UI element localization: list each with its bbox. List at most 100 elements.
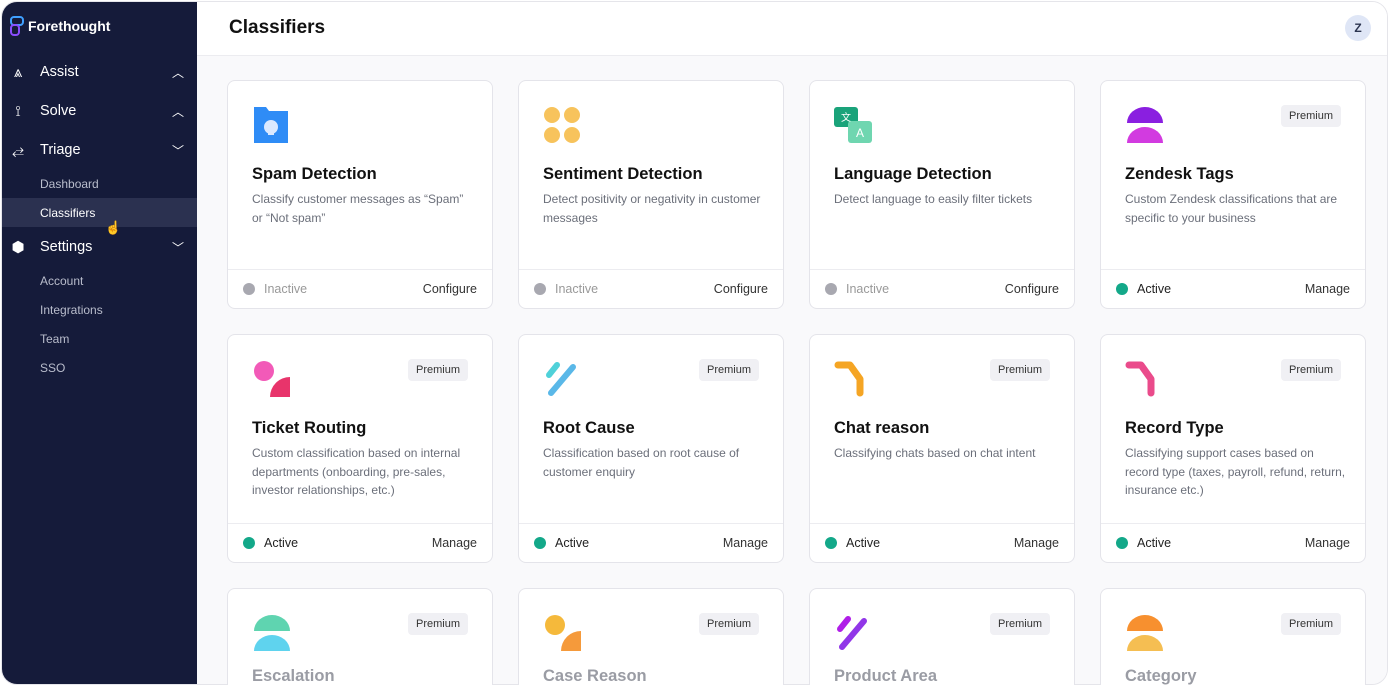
- escalation-icon: [252, 613, 292, 653]
- status-badge: Inactive: [264, 282, 308, 296]
- brand-name: Forethought: [28, 18, 111, 34]
- card-title: Category: [1125, 667, 1197, 685]
- zendesk-tags-icon: [1125, 105, 1165, 145]
- classifier-card[interactable]: Premium Case Reason: [518, 588, 784, 685]
- nav-label: Settings: [40, 239, 93, 255]
- root-cause-icon: [543, 359, 583, 399]
- premium-badge: Premium: [698, 613, 759, 635]
- sidebar-item-integrations[interactable]: Integrations: [40, 302, 103, 317]
- avatar[interactable]: Z: [1345, 15, 1371, 41]
- card-title: Chat reason: [834, 419, 930, 437]
- card-footer: Inactive Configure: [810, 269, 1074, 308]
- card-title: Sentiment Detection: [543, 165, 703, 183]
- card-title: Ticket Routing: [252, 419, 367, 437]
- status-dot-icon: [534, 283, 546, 295]
- nav-settings[interactable]: ⬢ Settings ﹀: [2, 233, 197, 261]
- classifier-grid: Spam Detection Classify customer messages…: [227, 80, 1366, 685]
- premium-badge: Premium: [989, 359, 1050, 381]
- classifier-card[interactable]: Spam Detection Classify customer messages…: [227, 80, 493, 309]
- sidebar: Forethought ⩓ Assist ︿ ⟟ Solve ︿ ⥄ Triag…: [2, 2, 197, 684]
- card-description: Detect language to easily filter tickets: [834, 192, 1033, 206]
- nav-solve[interactable]: ⟟ Solve ︿: [2, 97, 197, 125]
- svg-text:文: 文: [841, 111, 851, 124]
- main-content: Classifiers Z Spam Detection Classify cus…: [197, 2, 1387, 685]
- status-badge: Active: [555, 536, 590, 550]
- page-title: Classifiers: [229, 17, 326, 38]
- card-title: Spam Detection: [252, 165, 377, 183]
- card-title: Record Type: [1125, 419, 1224, 437]
- configure-button[interactable]: Configure: [1004, 282, 1059, 296]
- card-footer: Inactive Configure: [228, 269, 492, 308]
- sidebar-item-dashboard[interactable]: Dashboard: [40, 176, 99, 191]
- record-type-icon: [1125, 359, 1165, 399]
- premium-badge: Premium: [1280, 359, 1341, 381]
- status-dot-icon: [1116, 537, 1128, 549]
- classifier-card[interactable]: Premium Ticket Routing Custom classificati…: [227, 334, 493, 563]
- sidebar-item-team[interactable]: Team: [40, 331, 70, 346]
- manage-button[interactable]: Manage: [431, 536, 477, 550]
- manage-button[interactable]: Manage: [1304, 282, 1350, 296]
- premium-badge: Premium: [407, 359, 468, 381]
- card-footer: Active Manage: [519, 523, 783, 562]
- logo[interactable]: Forethought: [10, 16, 110, 36]
- chat-reason-icon: [834, 359, 874, 399]
- classifier-card[interactable]: Premium Category: [1100, 588, 1366, 685]
- sidebar-item-classifiers[interactable]: Classifiers: [2, 198, 197, 227]
- classifier-card[interactable]: Premium Root Cause Classification based on…: [518, 334, 784, 563]
- forethought-logo-icon: [10, 16, 24, 36]
- sentiment-faces-icon: [543, 105, 583, 145]
- manage-button[interactable]: Manage: [1013, 536, 1059, 550]
- card-title: Language Detection: [834, 165, 992, 183]
- configure-button[interactable]: Configure: [713, 282, 768, 296]
- classifier-card[interactable]: Premium Chat reason Classifying chats base…: [809, 334, 1075, 563]
- card-description: Classifying support cases based on recor…: [1125, 446, 1346, 497]
- classifier-card[interactable]: Premium Product Area: [809, 588, 1075, 685]
- card-footer: Active Manage: [810, 523, 1074, 562]
- premium-badge: Premium: [1280, 613, 1341, 635]
- chevron-up-icon: ︿: [172, 104, 185, 119]
- classifier-card[interactable]: Premium Escalation: [227, 588, 493, 685]
- chevron-up-icon: ︿: [172, 65, 185, 80]
- status-dot-icon: [825, 283, 837, 295]
- status-dot-icon: [1116, 283, 1128, 295]
- product-area-icon: [834, 613, 874, 653]
- card-footer: Active Manage: [1101, 523, 1365, 562]
- status-badge: Active: [1137, 282, 1172, 296]
- manage-button[interactable]: Manage: [722, 536, 768, 550]
- card-title: Zendesk Tags: [1125, 165, 1234, 183]
- classifier-card[interactable]: Premium Record Type Classifying support ca…: [1100, 334, 1366, 563]
- assist-icon: ⩓: [13, 63, 23, 81]
- triage-icon: ⥄: [11, 141, 24, 159]
- solve-icon: ⟟: [15, 102, 21, 120]
- nav-triage[interactable]: ⥄ Triage ﹀: [2, 136, 197, 164]
- configure-button[interactable]: Configure: [422, 282, 477, 296]
- sidebar-item-account[interactable]: Account: [40, 273, 84, 288]
- status-badge: Active: [846, 536, 881, 550]
- settings-icon: ⬢: [11, 239, 25, 256]
- chevron-down-icon: ﹀: [172, 143, 185, 158]
- hand-cursor-icon: ☝: [105, 220, 122, 235]
- card-description: Classifying chats based on chat intent: [834, 446, 1036, 460]
- status-dot-icon: [825, 537, 837, 549]
- classifier-card[interactable]: 文 A Language Detection Detect language to e…: [809, 80, 1075, 309]
- status-badge: Active: [264, 536, 299, 550]
- premium-badge: Premium: [989, 613, 1050, 635]
- card-footer: Active Manage: [1101, 269, 1365, 308]
- classifier-card[interactable]: Sentiment Detection Detect positivity or …: [518, 80, 784, 309]
- status-badge: Inactive: [555, 282, 599, 296]
- status-dot-icon: [243, 537, 255, 549]
- sidebar-item-sso[interactable]: SSO: [40, 360, 66, 375]
- chevron-down-icon: ﹀: [172, 240, 185, 255]
- card-description: Classify customer messages as “Spam” or …: [252, 192, 464, 225]
- status-dot-icon: [243, 283, 255, 295]
- manage-button[interactable]: Manage: [1304, 536, 1350, 550]
- premium-badge: Premium: [698, 359, 759, 381]
- category-icon: [1125, 613, 1165, 653]
- classifier-card[interactable]: Premium Zendesk Tags Custom Zendesk classi…: [1100, 80, 1366, 309]
- nav-assist[interactable]: ⩓ Assist ︿: [2, 58, 197, 86]
- status-dot-icon: [534, 537, 546, 549]
- card-description: Detect positivity or negativity in custo…: [543, 192, 761, 225]
- nav-label: Triage: [40, 142, 81, 158]
